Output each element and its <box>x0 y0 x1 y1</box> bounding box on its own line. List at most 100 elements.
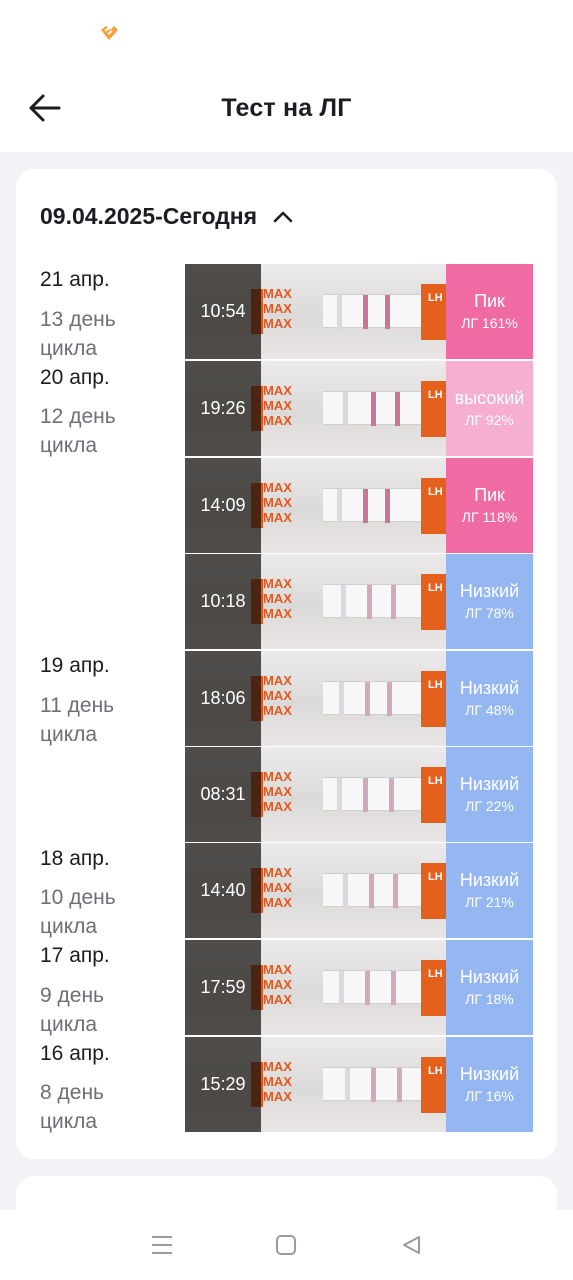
lh-test-row[interactable]: MAX MAX MAX LH 19:26 высокий ЛГ 92% <box>185 361 533 456</box>
strip-window <box>323 970 433 1005</box>
max-marks: MAX MAX MAX <box>263 286 305 336</box>
max-label: MAX <box>263 398 292 413</box>
lh-test-row[interactable]: MAX MAX MAX LH 10:54 Пик ЛГ 161% <box>185 264 533 359</box>
day-date: 20 апр. <box>40 366 110 389</box>
max-marks: MAX MAX MAX <box>263 480 305 530</box>
photo-shade <box>185 361 261 456</box>
test-time: 19:26 <box>200 398 246 418</box>
result-badge: Низкий ЛГ 78% <box>446 554 533 649</box>
back-nav-button[interactable] <box>391 1225 431 1265</box>
lh-label: LH <box>428 871 443 883</box>
max-label: MAX <box>263 606 292 621</box>
max-label: MAX <box>263 895 292 910</box>
test-line <box>397 1068 402 1102</box>
max-label: MAX <box>263 413 292 428</box>
max-label: MAX <box>263 591 292 606</box>
max-label: MAX <box>263 703 292 718</box>
test-strip-photo: MAX MAX MAX LH 10:18 <box>185 554 446 649</box>
result-badge: Низкий ЛГ 48% <box>446 651 533 746</box>
test-line <box>369 874 374 908</box>
max-label: MAX <box>263 673 292 688</box>
result-badge: Низкий ЛГ 22% <box>446 747 533 842</box>
test-time: 17:59 <box>200 977 246 997</box>
arrow-left-icon <box>29 94 61 122</box>
max-label: MAX <box>263 799 292 814</box>
max-label: MAX <box>263 301 292 316</box>
lh-label: LH <box>428 292 443 304</box>
result-status: Низкий <box>459 966 520 987</box>
test-strip-photo: MAX MAX MAX LH 18:06 <box>185 651 446 746</box>
test-line <box>363 489 368 523</box>
strip-window <box>323 488 433 523</box>
result-status: Пик <box>474 290 505 311</box>
menu-nav-button[interactable] <box>142 1225 182 1265</box>
lh-test-row[interactable]: MAX MAX MAX LH 18:06 Низкий ЛГ 48% <box>185 651 533 746</box>
strip-window <box>323 681 433 716</box>
max-label: MAX <box>263 510 292 525</box>
result-status: высокий <box>454 387 525 408</box>
result-badge: Низкий ЛГ 18% <box>446 940 533 1035</box>
max-marks: MAX MAX MAX <box>263 865 305 915</box>
lh-test-row[interactable]: MAX MAX MAX LH 14:40 Низкий ЛГ 21% <box>185 843 533 938</box>
result-value: ЛГ 161% <box>461 314 518 331</box>
heart-logo-icon <box>101 26 118 40</box>
test-line <box>363 295 368 329</box>
test-strip-photo: MAX MAX MAX LH 14:40 <box>185 843 446 938</box>
day-date: 16 апр. <box>40 1042 110 1065</box>
back-button[interactable] <box>22 88 66 128</box>
result-status: Низкий <box>459 869 520 890</box>
test-line <box>395 392 400 426</box>
test-line <box>391 971 396 1005</box>
results-card: 09.04.2025-Сегодня 21 апр. 13 день цикла… <box>16 169 557 1159</box>
max-label: MAX <box>263 495 292 510</box>
lh-test-row[interactable]: MAX MAX MAX LH 15:29 Низкий ЛГ 16% <box>185 1037 533 1132</box>
max-marks: MAX MAX MAX <box>263 769 305 819</box>
strip-end <box>421 1057 446 1113</box>
lh-test-row[interactable]: MAX MAX MAX LH 17:59 Низкий ЛГ 18% <box>185 940 533 1035</box>
date-range-toggle[interactable]: 09.04.2025-Сегодня <box>40 203 293 230</box>
result-status: Низкий <box>459 1063 520 1084</box>
system-nav-bar <box>0 1210 573 1280</box>
result-badge: Пик ЛГ 118% <box>446 458 533 553</box>
photo-shade <box>185 1037 261 1132</box>
test-line <box>345 1068 350 1102</box>
test-time: 10:18 <box>200 591 246 611</box>
test-line <box>337 295 342 329</box>
lh-test-row[interactable]: MAX MAX MAX LH 08:31 Низкий ЛГ 22% <box>185 747 533 842</box>
test-strip-photo: MAX MAX MAX LH 14:09 <box>185 458 446 553</box>
max-label: MAX <box>263 576 292 591</box>
result-value: ЛГ 92% <box>465 411 514 428</box>
cycle-day: 8 день цикла <box>40 1081 104 1133</box>
max-marks: MAX MAX MAX <box>263 962 305 1012</box>
strip-end <box>421 284 446 340</box>
photo-shade <box>185 458 261 553</box>
photo-shade <box>185 554 261 649</box>
lh-label: LH <box>428 486 443 498</box>
home-square-icon <box>276 1235 297 1255</box>
result-badge: Низкий ЛГ 21% <box>446 843 533 938</box>
test-line <box>365 682 370 716</box>
test-line <box>371 392 376 426</box>
test-strip-photo: MAX MAX MAX LH 10:54 <box>185 264 446 359</box>
result-value: ЛГ 22% <box>465 797 514 814</box>
lh-test-row[interactable]: MAX MAX MAX LH 10:18 Низкий ЛГ 78% <box>185 554 533 649</box>
test-line <box>385 295 390 329</box>
strip-end <box>421 671 446 727</box>
menu-icon <box>152 1236 173 1254</box>
lh-test-row[interactable]: MAX MAX MAX LH 14:09 Пик ЛГ 118% <box>185 458 533 553</box>
test-line <box>337 778 342 812</box>
home-nav-button[interactable] <box>266 1225 306 1265</box>
strip-window <box>323 391 433 426</box>
test-line <box>389 778 394 812</box>
cycle-day: 11 день цикла <box>40 694 115 746</box>
day-date: 17 апр. <box>40 944 110 967</box>
test-strip-photo: MAX MAX MAX LH 08:31 <box>185 747 446 842</box>
result-value: ЛГ 21% <box>465 893 514 910</box>
test-time: 08:31 <box>200 784 246 804</box>
day-date: 19 апр. <box>40 654 110 677</box>
max-label: MAX <box>263 688 292 703</box>
back-triangle-icon <box>402 1236 420 1254</box>
strip-end <box>421 574 446 630</box>
test-line <box>367 585 372 619</box>
strip-window <box>323 1067 433 1102</box>
